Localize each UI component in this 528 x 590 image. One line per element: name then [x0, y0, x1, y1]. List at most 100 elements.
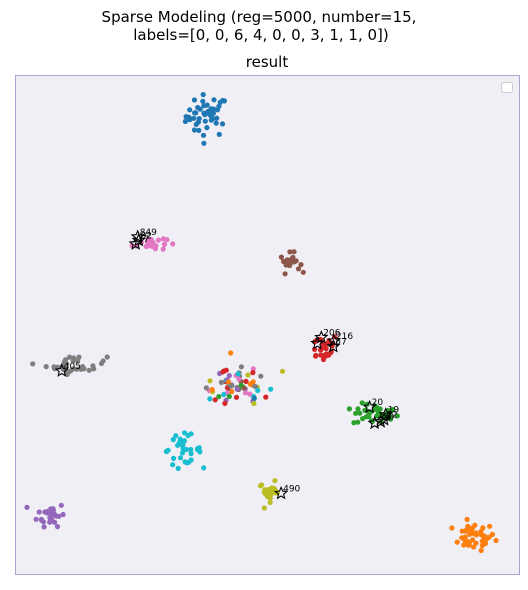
scatter-point [191, 127, 197, 133]
scatter-point [454, 539, 460, 545]
scatter-point [221, 391, 227, 398]
scatter-point [211, 97, 217, 103]
scatter-point [30, 361, 36, 367]
scatter-point [191, 97, 197, 103]
scatter-point [267, 499, 273, 505]
scatter-point [286, 261, 292, 267]
scatter-point [175, 465, 181, 471]
scatter-point [279, 368, 286, 374]
scatter-point [191, 115, 197, 121]
scatter-point [479, 543, 485, 549]
scatter-point [242, 390, 249, 396]
scatter-point [207, 378, 213, 384]
scatter-point [233, 394, 240, 400]
scatter-point [71, 355, 77, 361]
scatter-point [188, 457, 194, 463]
scatter-point [263, 394, 269, 400]
scatter-point [86, 367, 92, 373]
scatter-point [251, 395, 257, 401]
scatter-point [463, 528, 469, 534]
point-annotation: 20 [372, 398, 384, 408]
scatter-point [470, 525, 476, 531]
scatter-point [464, 516, 470, 523]
scatter-point [155, 237, 161, 243]
axes-title: result [246, 53, 289, 71]
scatter-point [160, 236, 166, 242]
scatter-point [58, 502, 64, 508]
scatter-point [318, 352, 324, 358]
scatter-point [197, 449, 203, 455]
scatter-point [225, 379, 232, 385]
legend-box [501, 82, 513, 93]
scatter-point [465, 523, 471, 530]
selected-star-marker [326, 338, 341, 353]
scatter-point [318, 345, 324, 351]
selected-star-marker [373, 414, 388, 428]
scatter-point [247, 381, 253, 387]
scatter-point [351, 420, 357, 426]
scatter-point [160, 246, 166, 252]
scatter-point [216, 131, 222, 137]
scatter-point [389, 407, 395, 413]
scatter-point [449, 525, 455, 531]
scatter-point [180, 446, 186, 452]
scatter-point [214, 107, 221, 113]
scatter-point [173, 433, 179, 439]
point-annotation: 92 [141, 231, 152, 241]
scatter-point [243, 378, 249, 384]
scatter-point [185, 432, 191, 439]
scatter-point [293, 258, 299, 264]
selected-star-marker [314, 330, 329, 344]
scatter-point [104, 354, 110, 360]
point-annotation: 30 [383, 413, 395, 423]
scatter-point [219, 121, 226, 127]
scatter-point [51, 511, 57, 518]
scatter-point [295, 266, 302, 272]
scatter-point [145, 239, 151, 245]
scatter-point [47, 519, 53, 525]
scatter-point [200, 98, 206, 104]
scatter-point [353, 410, 359, 416]
scatter-point [313, 353, 319, 359]
selected-star-marker [362, 399, 377, 414]
scatter-point [478, 547, 484, 554]
scatter-point [355, 406, 361, 412]
scatter-point [473, 540, 479, 546]
scatter-point [181, 438, 187, 444]
scatter-point [220, 369, 226, 375]
scatter-point [489, 531, 495, 538]
scatter-point [43, 364, 49, 370]
scatter-point [258, 373, 264, 379]
selected-star-marker [128, 236, 143, 250]
scatter-point [184, 460, 190, 466]
scatter-point [188, 446, 194, 453]
selected-star-marker [130, 229, 145, 243]
scatter-point [257, 483, 264, 489]
scatter-point [359, 400, 365, 406]
figure-suptitle-line2: labels=[0, 0, 6, 4, 0, 0, 3, 1, 1, 0]) [133, 26, 388, 44]
scatter-point [228, 350, 234, 356]
plot-area [15, 75, 520, 575]
scatter-point [470, 529, 476, 536]
scatter-point [195, 104, 201, 111]
scatter-point [24, 504, 30, 510]
scatter-point [80, 364, 86, 370]
point-annotation: 405 [64, 362, 81, 372]
scatter-point [252, 384, 259, 390]
scatter-point [100, 358, 106, 364]
scatter-point [153, 243, 159, 249]
scatter-point [204, 125, 210, 131]
scatter-point [201, 110, 207, 116]
scatter-point [67, 354, 73, 360]
scatter-point [480, 525, 486, 531]
scatter-point [36, 509, 42, 515]
scatter-point [263, 491, 269, 497]
scatter-point [170, 462, 176, 468]
selected-star-marker [326, 333, 341, 347]
scatter-point [161, 241, 168, 247]
scatter-point [226, 393, 232, 400]
scatter-point [212, 397, 218, 403]
scatter-point [210, 110, 216, 116]
scatter-point [41, 524, 47, 530]
